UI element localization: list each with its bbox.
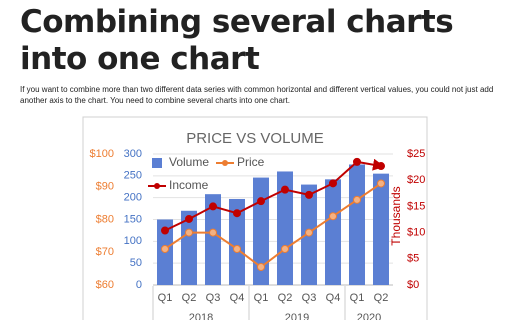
point (281, 244, 289, 253)
bar (325, 179, 341, 285)
point (353, 195, 361, 204)
y-tick-label: 300 (124, 148, 142, 160)
y-tick-label: 100 (124, 235, 142, 247)
legend-label: Volume (169, 155, 209, 169)
point (257, 197, 265, 206)
point (185, 214, 193, 223)
legend-swatch (152, 158, 162, 168)
point (305, 228, 313, 237)
point (305, 190, 313, 199)
point (329, 179, 337, 188)
y-tick-label: 50 (130, 257, 142, 269)
y3-tick-label: $100 (90, 148, 114, 160)
y2-tick-label: $0 (407, 279, 419, 291)
bar (229, 198, 245, 285)
y-tick-label: 250 (124, 170, 142, 182)
x-tick-label: Q3 (302, 292, 317, 304)
legend-swatch (222, 160, 228, 166)
bar (181, 210, 197, 285)
intro-text: If you want to combine more than two dif… (20, 85, 494, 105)
y3-tick-label: $80 (96, 213, 114, 225)
x-tick-label: Q1 (350, 292, 365, 304)
x-tick-label: Q1 (254, 292, 269, 304)
y-tick-label: 200 (124, 192, 142, 204)
point (281, 185, 289, 194)
x-tick-label: Q1 (158, 292, 173, 304)
y3-tick-label: $90 (96, 181, 114, 193)
y2-axis-label: Thousands (389, 186, 403, 245)
y3-tick-label: $60 (96, 279, 114, 291)
page-title: Combining several charts into one chart (20, 4, 454, 77)
point (257, 262, 265, 271)
bar (373, 173, 389, 285)
x-tick-label: Q2 (374, 292, 389, 304)
legend-swatch (154, 183, 160, 189)
bar (253, 177, 269, 285)
x-group-label: 2018 (189, 312, 213, 320)
chart-title: PRICE VS VOLUME (186, 130, 324, 147)
point (233, 244, 241, 253)
line-price (164, 182, 382, 269)
y2-tick-label: $10 (407, 227, 425, 239)
point (233, 209, 241, 218)
point (185, 228, 193, 237)
x-tick-label: Q3 (206, 292, 221, 304)
point (209, 202, 217, 211)
point (161, 226, 169, 235)
x-tick-label: Q2 (278, 292, 293, 304)
point (377, 179, 385, 188)
point (209, 228, 217, 237)
x-group-label: 2020 (357, 312, 381, 320)
x-group-label: 2019 (285, 312, 309, 320)
point (329, 212, 337, 221)
bar (349, 164, 365, 285)
legend-label: Price (237, 155, 265, 169)
point (161, 244, 169, 253)
y3-tick-label: $70 (96, 246, 114, 258)
x-tick-label: Q4 (326, 292, 341, 304)
y2-tick-label: $5 (407, 253, 419, 265)
y2-tick-label: $15 (407, 200, 425, 212)
y2-tick-label: $20 (407, 174, 425, 186)
y-tick-label: 150 (124, 213, 142, 225)
x-tick-label: Q2 (182, 292, 197, 304)
bar (277, 171, 293, 285)
bar (205, 194, 221, 285)
point (377, 162, 385, 171)
point (353, 157, 361, 166)
y2-tick-label: $25 (407, 148, 425, 160)
legend-label: Income (169, 178, 209, 192)
line-income (164, 158, 385, 232)
y-tick-label: 0 (136, 279, 142, 291)
x-tick-label: Q4 (230, 292, 245, 304)
